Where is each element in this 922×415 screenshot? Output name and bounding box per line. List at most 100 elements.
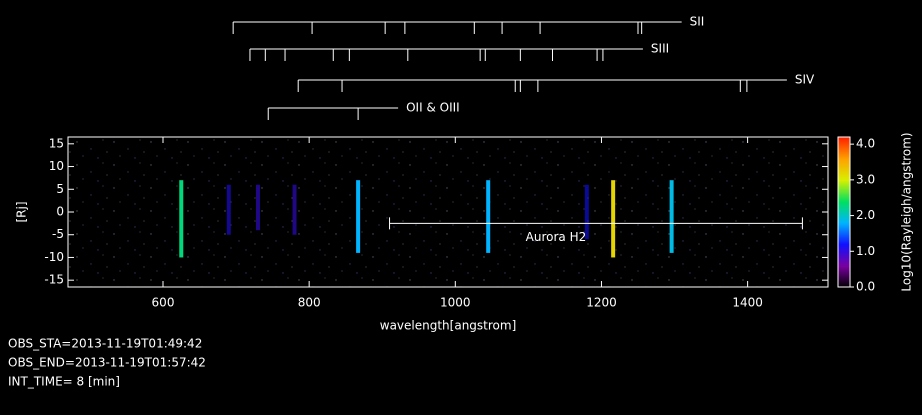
colorbar-cell (838, 211, 850, 214)
emission-line (256, 184, 260, 231)
colorbar-cell (838, 233, 850, 236)
colorbar-cell (838, 227, 850, 230)
emission-line (611, 180, 616, 258)
colorbar-cell (838, 243, 850, 246)
colorbar-label: Log10(Rayleigh/angstrom) (900, 132, 914, 291)
colorbar-tick-label: 3.0 (856, 172, 875, 186)
colorbar-cell (838, 167, 850, 170)
colorbar-cell (838, 159, 850, 162)
emission-line (356, 180, 361, 253)
colorbar-cell (838, 215, 850, 218)
colorbar-cell (838, 199, 850, 202)
background-noise (68, 137, 828, 287)
colorbar-cell (838, 153, 850, 156)
colorbar-cell (838, 205, 850, 208)
colorbar-cell (838, 197, 850, 200)
colorbar-cell (838, 157, 850, 160)
colorbar-cell (838, 143, 850, 146)
y-tick-label: 0 (56, 205, 64, 219)
colorbar-cell (838, 155, 850, 158)
y-axis-label: [Rj] (15, 201, 29, 222)
colorbar-tick-label: 4.0 (856, 137, 875, 151)
colorbar-cell (838, 189, 850, 192)
x-tick-label: 1200 (586, 296, 617, 310)
colorbar-cell (838, 183, 850, 186)
colorbar-cell (838, 251, 850, 254)
emission-line (179, 180, 184, 258)
x-tick-label: 1000 (440, 296, 471, 310)
line-set-label: SIII (651, 42, 669, 56)
colorbar-cell (838, 221, 850, 224)
colorbar-cell (838, 257, 850, 260)
colorbar-cell (838, 185, 850, 188)
colorbar-cell (838, 137, 850, 140)
colorbar-cell (838, 253, 850, 256)
colorbar-cell (838, 245, 850, 248)
colorbar-cell (838, 147, 850, 150)
colorbar-cell (838, 203, 850, 206)
y-tick-label: 15 (49, 136, 64, 150)
colorbar-cell (838, 229, 850, 232)
colorbar-cell (838, 259, 850, 262)
colorbar-cell (838, 193, 850, 196)
colorbar-tick-label: 0.0 (856, 280, 875, 294)
colorbar-cell (838, 265, 850, 268)
x-tick-label: 600 (152, 296, 175, 310)
x-axis-label: wavelength[angstrom] (380, 319, 517, 333)
colorbar-cell (838, 171, 850, 174)
colorbar-cell (838, 285, 850, 288)
colorbar-cell (838, 223, 850, 226)
info-line: OBS_STA=2013-11-19T01:49:42 (8, 337, 202, 351)
colorbar-cell (838, 141, 850, 144)
y-tick-label: -15 (44, 273, 64, 287)
colorbar-cell (838, 181, 850, 184)
colorbar-cell (838, 209, 850, 212)
colorbar-cell (838, 247, 850, 250)
colorbar-cell (838, 149, 850, 152)
colorbar-cell (838, 269, 850, 272)
colorbar-cell (838, 151, 850, 154)
colorbar-cell (838, 195, 850, 198)
colorbar-cell (838, 261, 850, 264)
colorbar-cell (838, 279, 850, 282)
y-tick-label: 5 (56, 182, 64, 196)
colorbar-cell (838, 163, 850, 166)
colorbar-cell (838, 281, 850, 284)
x-tick-label: 800 (298, 296, 321, 310)
y-tick-label: -5 (52, 227, 64, 241)
colorbar-frame (837, 136, 851, 288)
colorbar-cell (838, 241, 850, 244)
colorbar-cell (838, 275, 850, 278)
colorbar-cell (838, 273, 850, 276)
info-line: OBS_END=2013-11-19T01:57:42 (8, 356, 206, 370)
colorbar-cell (838, 165, 850, 168)
colorbar-cell (838, 219, 850, 222)
y-tick-label: 10 (49, 159, 64, 173)
line-set-label: SIV (795, 73, 815, 87)
colorbar-cell (838, 145, 850, 148)
emission-line (292, 184, 297, 235)
colorbar-cell (838, 225, 850, 228)
y-tick-label: -10 (44, 250, 64, 264)
colorbar-cell (838, 255, 850, 258)
colorbar-cell (838, 169, 850, 172)
emission-line (226, 184, 231, 235)
emission-line (486, 180, 491, 253)
colorbar-cell (838, 175, 850, 178)
colorbar-cell (838, 283, 850, 286)
x-tick-label: 1400 (732, 296, 763, 310)
colorbar-cell (838, 239, 850, 242)
line-set-label: SII (690, 15, 705, 29)
colorbar-cell (838, 231, 850, 234)
emission-line (584, 184, 589, 240)
emission-line (669, 180, 674, 253)
colorbar-cell (838, 173, 850, 176)
colorbar-cell (838, 191, 850, 194)
colorbar-cell (838, 277, 850, 280)
colorbar-cell (838, 249, 850, 252)
colorbar-cell (838, 161, 850, 164)
colorbar-cell (838, 271, 850, 274)
aurora-label: Aurora H2 (526, 230, 587, 244)
colorbar-cell (838, 237, 850, 240)
